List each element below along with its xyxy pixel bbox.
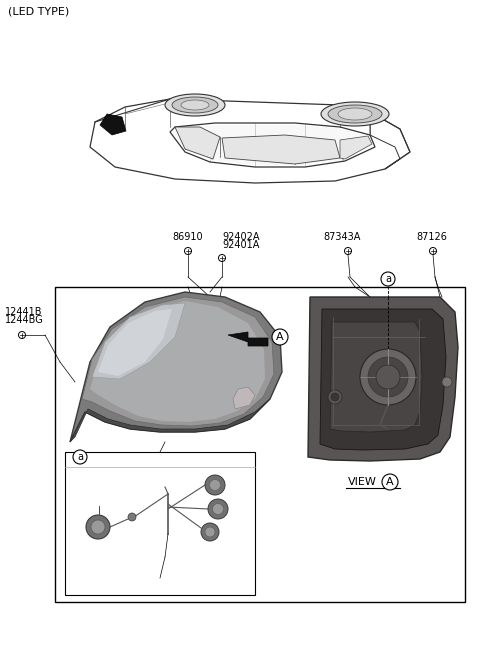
Circle shape	[205, 475, 225, 495]
Circle shape	[272, 329, 288, 345]
Polygon shape	[92, 303, 185, 379]
Text: 92401A: 92401A	[222, 240, 259, 250]
Polygon shape	[330, 322, 422, 432]
Circle shape	[19, 332, 25, 338]
Text: 87126: 87126	[417, 232, 447, 242]
Ellipse shape	[165, 94, 225, 116]
Polygon shape	[70, 399, 270, 442]
Ellipse shape	[181, 100, 209, 110]
Circle shape	[73, 450, 87, 464]
Circle shape	[376, 365, 400, 389]
Circle shape	[201, 523, 219, 541]
Circle shape	[91, 520, 105, 534]
Ellipse shape	[172, 97, 218, 113]
Circle shape	[360, 349, 416, 405]
Circle shape	[86, 515, 110, 539]
Text: VIEW: VIEW	[348, 477, 377, 487]
Bar	[55, 287, 465, 602]
Circle shape	[430, 248, 436, 254]
Text: (LED TYPE): (LED TYPE)	[8, 7, 69, 17]
Text: 86910: 86910	[173, 232, 204, 242]
Polygon shape	[308, 297, 458, 461]
Polygon shape	[340, 136, 372, 159]
Bar	[65, 452, 255, 595]
Polygon shape	[100, 114, 126, 135]
Polygon shape	[228, 332, 268, 346]
Text: 87343A: 87343A	[324, 232, 360, 242]
Text: 12441B: 12441B	[5, 307, 43, 317]
Polygon shape	[320, 309, 446, 450]
Text: 92402A: 92402A	[222, 232, 260, 242]
Circle shape	[128, 513, 136, 521]
Text: 92470C: 92470C	[141, 579, 179, 589]
Ellipse shape	[328, 105, 382, 123]
Ellipse shape	[321, 102, 389, 126]
Text: a: a	[385, 274, 391, 284]
Circle shape	[328, 390, 342, 404]
Circle shape	[209, 480, 220, 491]
Polygon shape	[90, 301, 265, 422]
Polygon shape	[70, 292, 282, 442]
Circle shape	[184, 248, 192, 254]
Ellipse shape	[338, 108, 372, 120]
Circle shape	[208, 499, 228, 519]
Circle shape	[345, 248, 351, 254]
Circle shape	[442, 377, 452, 387]
Text: A: A	[276, 332, 284, 342]
Circle shape	[368, 357, 408, 397]
Text: A: A	[386, 477, 394, 487]
Circle shape	[331, 393, 339, 401]
Circle shape	[213, 503, 224, 514]
Polygon shape	[82, 297, 274, 426]
Polygon shape	[222, 135, 340, 164]
Polygon shape	[175, 127, 220, 159]
Text: a: a	[77, 452, 83, 462]
Circle shape	[205, 527, 215, 537]
Circle shape	[381, 272, 395, 286]
Polygon shape	[233, 387, 255, 409]
Polygon shape	[172, 125, 372, 165]
Circle shape	[218, 254, 226, 261]
Polygon shape	[98, 309, 172, 376]
Text: 18642G: 18642G	[76, 494, 114, 504]
Circle shape	[382, 474, 398, 490]
Text: 1244BG: 1244BG	[5, 315, 44, 325]
